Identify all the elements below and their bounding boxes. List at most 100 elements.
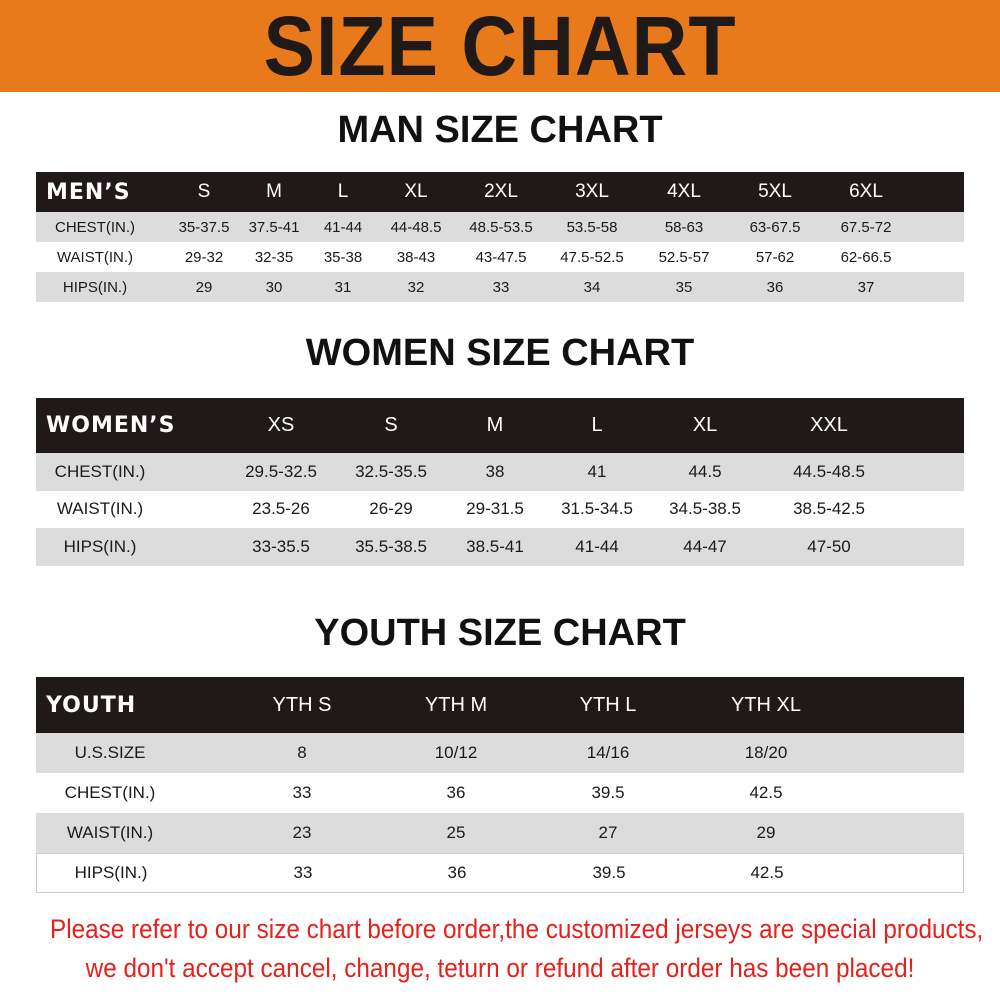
table-cell: 32 [407, 278, 425, 296]
table-row: CHEST(IN.) 35-37.5 37.5-41 41-44 44-48.5 48.5… [36, 212, 964, 242]
row-label: CHEST(IN.) [64, 783, 156, 802]
table-cell: 29.5-32.5 [245, 461, 317, 481]
size-header: XXL [810, 414, 848, 436]
size-header: 2XL [484, 181, 518, 202]
row-label: CHEST(IN.) [55, 218, 135, 236]
table-row: WAIST(IN.) 23 25 27 29 [36, 813, 964, 853]
table-cell: 62-66.5 [840, 248, 892, 266]
table-cell: 32-35 [254, 248, 294, 266]
table-cell: 38-43 [396, 248, 436, 266]
table-cell: 33 [292, 783, 312, 802]
table-cell: 35-38 [323, 248, 363, 266]
row-label: U.S.SIZE [74, 743, 146, 762]
table-row: CHEST(IN.) 33 36 39.5 42.5 [36, 773, 964, 813]
women-header-row: WOMEN’S XS S M L XL XXL [36, 398, 964, 453]
table-cell: 18/20 [744, 743, 788, 762]
row-label: WAIST(IN.) [56, 248, 134, 266]
table-row: WAIST(IN.) 29-32 32-35 35-38 38-43 43-47.5 47.… [36, 242, 964, 272]
table-cell: 39.5 [591, 783, 625, 802]
men-section-title: MAN SIZE CHART [337, 109, 663, 151]
table-cell: 48.5-53.5 [469, 218, 533, 236]
table-cell: 27 [598, 823, 618, 842]
table-cell: 25 [446, 823, 466, 842]
men-header-row: MEN’S S M L XL 2XL 3XL 4XL 5XL 6XL [36, 172, 964, 212]
table-cell: 35.5-38.5 [355, 536, 427, 556]
youth-header-label: YOUTH [46, 692, 137, 718]
table-cell: 41 [587, 461, 607, 481]
size-header: M [486, 414, 504, 436]
table-cell: 38.5-41 [466, 536, 524, 556]
table-cell: 10/12 [434, 743, 478, 762]
women-header-label: WOMEN’S [46, 413, 176, 438]
table-cell: 38 [485, 461, 505, 481]
table-cell: 39.5 [592, 863, 626, 882]
table-cell: 14/16 [586, 743, 630, 762]
table-cell: 8 [297, 743, 307, 762]
banner [0, 0, 1000, 92]
table-cell: 35 [675, 278, 693, 296]
table-cell: 37 [857, 278, 875, 296]
size-header: XS [267, 414, 295, 436]
table-cell: 31.5-34.5 [561, 499, 633, 519]
table-cell: 33 [492, 278, 510, 296]
size-header: YTH M [424, 693, 488, 716]
youth-header-row: YOUTH YTH S YTH M YTH L YTH XL [36, 677, 964, 733]
table-row: HIPS(IN.) 33 36 39.5 42.5 [36, 853, 964, 893]
page-title: SIZE CHART [263, 0, 737, 93]
table-cell: 44.5-48.5 [793, 461, 865, 481]
table-cell: 23.5-26 [252, 499, 310, 519]
table-cell: 33-35.5 [252, 536, 310, 556]
size-header: YTH S [272, 693, 332, 716]
table-cell: 42.5 [749, 783, 783, 802]
size-header: M [266, 181, 282, 202]
table-cell: 67.5-72 [840, 218, 892, 236]
table-cell: 29 [195, 278, 213, 296]
notice-line-1: Please refer to our size chart before or… [50, 914, 984, 944]
table-cell: 36 [766, 278, 784, 296]
table-row: WAIST(IN.) 23.5-26 26-29 29-31.5 31.5-34.5 34… [36, 490, 964, 528]
size-header: XL [692, 414, 718, 436]
table-cell: 33 [293, 863, 313, 882]
table-cell: 36 [447, 863, 467, 882]
size-header: XL [404, 181, 428, 202]
size-header: 3XL [575, 181, 609, 202]
row-label: WAIST(IN.) [56, 499, 144, 519]
table-cell: 47.5-52.5 [560, 248, 624, 266]
table-cell: 47-50 [807, 536, 851, 556]
size-header: 6XL [849, 181, 883, 202]
table-cell: 36 [446, 783, 466, 802]
size-header: L [337, 181, 349, 202]
table-cell: 30 [265, 278, 283, 296]
size-header: YTH L [579, 693, 637, 716]
table-cell: 29-32 [184, 248, 224, 266]
table-cell: 32.5-35.5 [355, 461, 427, 481]
size-header: YTH XL [730, 693, 802, 716]
row-label: WAIST(IN.) [66, 823, 154, 842]
table-cell: 52.5-57 [658, 248, 710, 266]
table-cell: 29-31.5 [466, 499, 524, 519]
row-label: CHEST(IN.) [54, 461, 146, 481]
youth-section-title: YOUTH SIZE CHART [314, 612, 686, 654]
table-cell: 57-62 [755, 248, 795, 266]
table-cell: 31 [334, 278, 352, 296]
women-section-title: WOMEN SIZE CHART [305, 332, 695, 374]
size-header: S [197, 181, 211, 202]
row-label: HIPS(IN.) [74, 863, 148, 882]
table-cell: 63-67.5 [749, 218, 801, 236]
table-cell: 26-29 [369, 499, 413, 519]
table-cell: 34 [583, 278, 601, 296]
men-header-label: MEN’S [46, 179, 131, 205]
table-cell: 58-63 [664, 218, 704, 236]
table-cell: 44.5 [688, 461, 722, 481]
table-cell: 43-47.5 [475, 248, 527, 266]
table-cell: 29 [756, 823, 776, 842]
table-cell: 35-37.5 [178, 218, 230, 236]
size-header: 5XL [758, 181, 792, 202]
notice-line-2: we don't accept cancel, change, teturn o… [85, 953, 915, 983]
row-label: HIPS(IN.) [63, 536, 137, 556]
table-cell: 41-44 [575, 536, 619, 556]
table-cell: 41-44 [323, 218, 363, 236]
table-row: CHEST(IN.) 29.5-32.5 32.5-35.5 38 41 44.5 44.5… [36, 453, 964, 491]
table-cell: 44-48.5 [390, 218, 442, 236]
table-cell: 23 [292, 823, 312, 842]
